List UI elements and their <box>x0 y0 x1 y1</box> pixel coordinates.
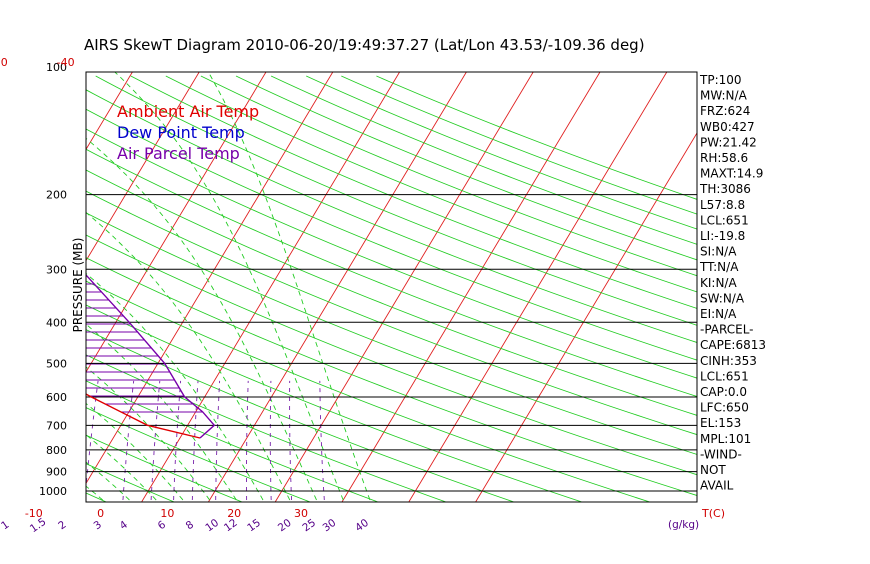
isobars <box>86 195 697 491</box>
pressure-tick-label: 700 <box>46 419 67 432</box>
index-label: MPL:101 <box>700 432 751 446</box>
index-label: AVAIL <box>700 479 734 493</box>
mixing-ratio-tick-label: 20 <box>276 517 294 535</box>
mixing-ratio-line <box>270 381 271 500</box>
index-label: NOT <box>700 463 726 477</box>
mixing-ratio-tick-label: 8 <box>184 519 196 533</box>
index-label: LI:-19.8 <box>700 229 745 243</box>
dry-adiabat-line <box>236 76 870 502</box>
top-temp-tick-label: -40 <box>57 56 75 69</box>
index-label: CINH:353 <box>700 354 757 368</box>
mixing-ratio-tick-label: 15 <box>245 517 263 535</box>
dry-adiabat-line <box>166 76 870 502</box>
dry-adiabat-line <box>0 76 650 502</box>
y-axis-label: PRESSURE (MB) <box>71 238 85 333</box>
index-label: CAPE:6813 <box>700 338 766 352</box>
index-label: SI:N/A <box>700 245 737 259</box>
isotherm-line <box>476 72 734 502</box>
mixing-ratio-line <box>0 381 18 500</box>
index-label: SW:N/A <box>700 291 745 305</box>
moist-adiabat-line <box>0 67 23 500</box>
chart-title: AIRS SkewT Diagram 2010-06-20/19:49:37.2… <box>84 36 645 54</box>
dry-adiabat-line <box>376 76 870 502</box>
legend-item: Dew Point Temp <box>117 123 245 142</box>
index-label: LCL:651 <box>700 369 749 383</box>
index-label: TT:N/A <box>699 260 739 274</box>
mixing-ratio-tick-label: 1 <box>0 519 11 533</box>
index-label: LCL:651 <box>700 213 749 227</box>
top-temp-tick-labels: -120-110-100-90-80-70-60-50-40 <box>0 56 75 69</box>
index-label: TP:100 <box>699 73 742 87</box>
pressure-tick-label: 400 <box>46 316 67 329</box>
legend-item: Air Parcel Temp <box>117 144 240 163</box>
index-label: PW:21.42 <box>700 135 757 149</box>
mixing-ratio-tick-label: 6 <box>156 519 169 533</box>
moist-adiabat-line <box>0 67 103 500</box>
index-label: WB0:427 <box>700 120 755 134</box>
bottom-temp-tick-label: 10 <box>160 507 174 520</box>
dry-adiabat-line <box>341 76 870 502</box>
dry-adiabat-line <box>0 76 38 502</box>
mixing-ratio-line <box>247 381 249 500</box>
pressure-tick-label: 500 <box>46 357 67 370</box>
isotherm-line <box>275 72 533 502</box>
moist-adiabat-line <box>0 67 49 500</box>
index-label: RH:58.6 <box>700 151 748 165</box>
top-temp-tick-label: -50 <box>0 56 8 69</box>
index-label: FRZ:624 <box>700 104 750 118</box>
index-label: LFC:650 <box>700 401 749 415</box>
index-label: L57:8.8 <box>700 198 745 212</box>
mixing-ratio-unit: (g/kg) <box>668 519 699 531</box>
series-line-dew-point-temp <box>0 67 53 438</box>
pressure-tick-label: 600 <box>46 391 67 404</box>
mixing-ratio-line <box>23 381 41 500</box>
bottom-temp-tick-label: 20 <box>227 507 241 520</box>
dry-adiabat-line <box>271 76 870 502</box>
legend: Ambient Air Temp Dew Point Temp Air Parcel… <box>117 102 259 163</box>
mixing-ratio-tick-label: 2 <box>56 519 68 533</box>
index-label: KI:N/A <box>700 276 737 290</box>
pressure-tick-label: 900 <box>46 466 67 479</box>
index-label: EL:153 <box>700 416 741 430</box>
mixing-ratio-tick-label: 30 <box>321 517 339 535</box>
isotherm-line <box>342 72 600 502</box>
mixing-ratio-tick-label: 40 <box>353 517 371 535</box>
legend-item: Ambient Air Temp <box>117 102 259 121</box>
index-label: -PARCEL- <box>700 323 754 337</box>
bottom-temp-tick-label: 30 <box>294 507 308 520</box>
mixing-ratio-tick-label: 3 <box>92 519 104 533</box>
moist-adiabat-line <box>0 67 129 500</box>
pressure-tick-label: 1000 <box>39 485 67 498</box>
index-label: MW:N/A <box>700 89 748 103</box>
isotherm-line <box>0 72 66 502</box>
mixing-ratio-line <box>320 381 325 500</box>
index-label: -WIND- <box>700 447 742 461</box>
pressure-tick-label: 800 <box>46 444 67 457</box>
mixing-ratio-tick-label: 10 <box>203 517 221 535</box>
bottom-axis-unit: T(C) <box>701 507 725 520</box>
index-label: EI:N/A <box>700 307 737 321</box>
mixing-ratio-line <box>216 381 220 500</box>
dry-adiabat-line <box>306 76 870 502</box>
moist-adiabat-line <box>0 67 76 500</box>
bottom-temp-tick-label: 0 <box>97 507 104 520</box>
isotherm-line <box>0 72 132 502</box>
index-label: MAXT:14.9 <box>700 167 763 181</box>
index-label: TH:3086 <box>699 182 751 196</box>
index-label: CAP:0.0 <box>700 385 747 399</box>
mixing-ratio-line <box>174 381 181 500</box>
mixing-ratio-tick-label: 4 <box>118 519 131 533</box>
pressure-tick-label: 300 <box>46 263 67 276</box>
pressure-tick-label: 200 <box>46 189 67 202</box>
